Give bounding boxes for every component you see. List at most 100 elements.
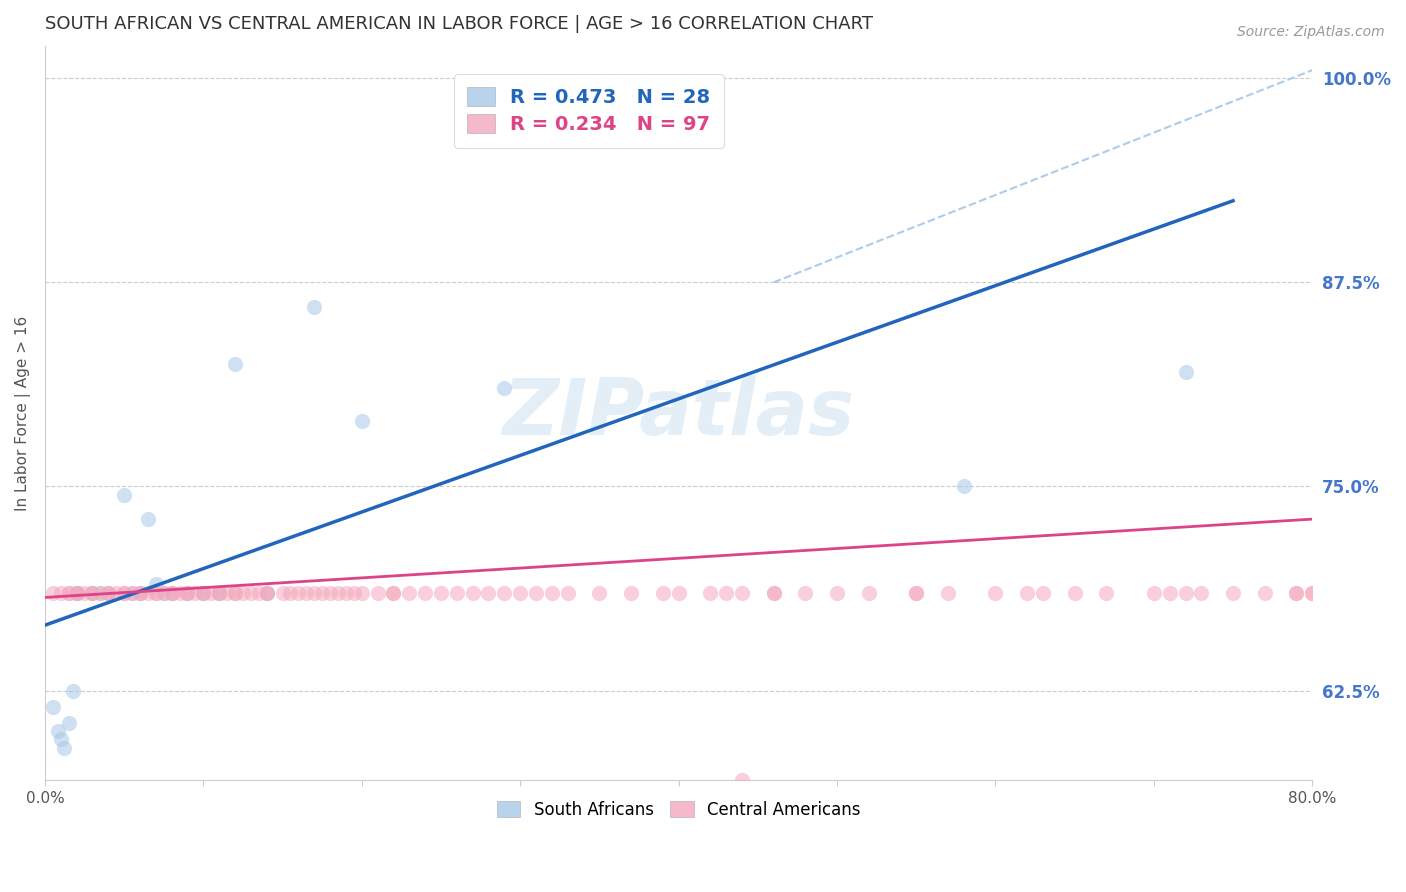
Point [73,585,96,599]
Point [160,585,183,599]
Point [58,585,80,599]
Point [477,585,499,599]
Point [302,585,325,599]
Point [699,585,721,599]
Point [287,585,309,599]
Point [247,585,270,599]
Point [858,585,880,599]
Point [326,585,349,599]
Point [65,585,87,599]
Point [382,585,405,599]
Point [136,512,159,526]
Point [136,585,159,599]
Point [62,683,84,698]
Point [42,699,65,714]
Point [350,414,373,428]
Point [176,585,198,599]
Point [430,585,453,599]
Point [936,585,959,599]
Point [82,585,104,599]
Point [461,585,484,599]
Point [1254,585,1277,599]
Point [1095,585,1118,599]
Point [49,585,72,599]
Point [208,585,231,599]
Point [762,585,785,599]
Point [952,479,974,493]
Point [145,577,167,591]
Point [152,585,174,599]
Point [58,585,80,599]
Point [224,585,246,599]
Point [367,585,389,599]
Point [1174,585,1197,599]
Point [232,585,254,599]
Point [46,724,69,739]
Point [145,585,167,599]
Point [121,585,143,599]
Point [588,585,610,599]
Point [65,585,87,599]
Y-axis label: In Labor Force | Age > 16: In Labor Force | Age > 16 [15,316,31,510]
Point [1301,585,1323,599]
Point [905,585,928,599]
Text: SOUTH AFRICAN VS CENTRAL AMERICAN IN LABOR FORCE | AGE > 16 CORRELATION CHART: SOUTH AFRICAN VS CENTRAL AMERICAN IN LAB… [45,15,873,33]
Point [129,585,152,599]
Point [184,585,207,599]
Point [524,585,547,599]
Point [1285,585,1308,599]
Point [794,585,817,599]
Point [1174,365,1197,379]
Point [540,585,562,599]
Point [446,585,468,599]
Point [176,585,198,599]
Point [82,585,104,599]
Point [731,773,754,788]
Point [145,585,167,599]
Point [509,585,531,599]
Text: Source: ZipAtlas.com: Source: ZipAtlas.com [1237,25,1385,39]
Point [1032,585,1054,599]
Point [494,585,516,599]
Point [382,585,405,599]
Point [620,585,643,599]
Point [193,585,215,599]
Point [557,585,579,599]
Point [105,585,128,599]
Point [58,716,80,731]
Point [49,732,72,747]
Point [1189,585,1212,599]
Point [762,585,785,599]
Point [825,585,848,599]
Point [319,585,342,599]
Point [224,585,246,599]
Point [52,740,75,755]
Point [239,585,262,599]
Point [160,585,183,599]
Point [160,585,183,599]
Point [121,585,143,599]
Point [1301,585,1323,599]
Point [193,585,215,599]
Point [1285,585,1308,599]
Point [905,585,928,599]
Point [224,357,246,371]
Point [256,585,278,599]
Point [1222,585,1244,599]
Point [200,585,222,599]
Point [169,585,191,599]
Point [65,585,87,599]
Point [494,382,516,396]
Point [1063,585,1085,599]
Point [1159,585,1181,599]
Point [217,585,239,599]
Point [42,585,65,599]
Point [112,487,135,501]
Point [651,585,673,599]
Point [129,585,152,599]
Point [129,585,152,599]
Point [97,585,120,599]
Point [302,300,325,314]
Point [176,585,198,599]
Point [256,585,278,599]
